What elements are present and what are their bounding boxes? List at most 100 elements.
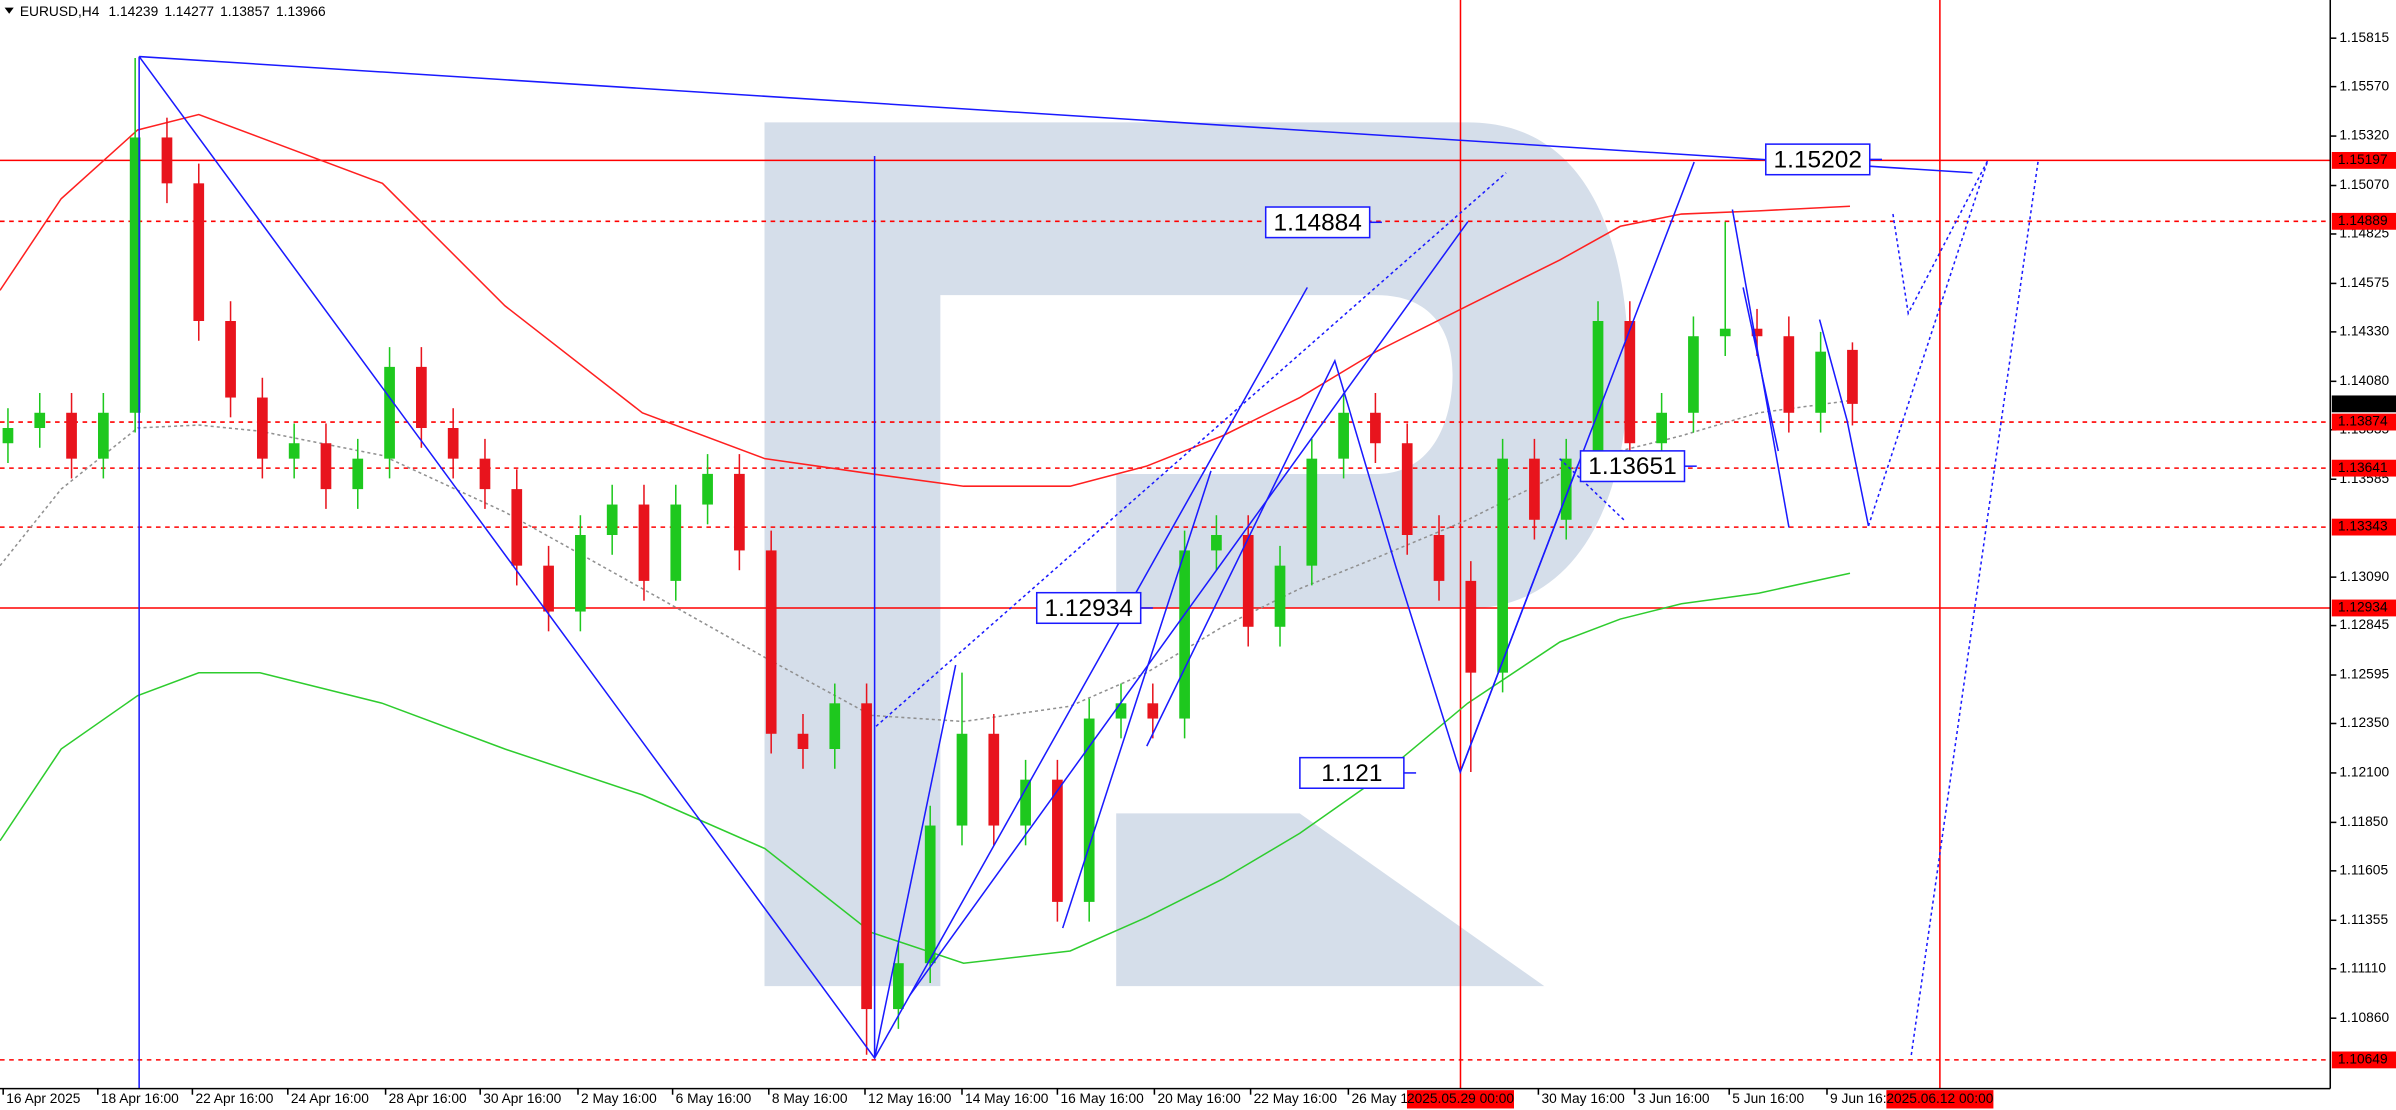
x-tick-label: 24 Apr 16:00 (291, 1091, 369, 1106)
candle-body (34, 412, 46, 429)
annotation-box (1264, 206, 1371, 239)
y-tick-label: 1.14330 (2339, 324, 2389, 339)
current-price-label: 1.13966 (2338, 396, 2388, 411)
level-label-box (2331, 1051, 2396, 1069)
x-tick-label: 30 May 16:00 (1541, 1091, 1625, 1106)
candle-body (320, 443, 332, 490)
moving-average (0, 399, 1851, 723)
candle-body (1083, 718, 1095, 902)
x-tick-label: 8 May 16:00 (772, 1091, 848, 1106)
channel-line (875, 172, 1507, 727)
annotation-label: 1.14884 (1273, 209, 1361, 236)
header-low: 1.13857 (220, 4, 270, 19)
annotation-label: 1.121 (1321, 760, 1382, 787)
moving-average (0, 113, 1851, 487)
candle-body (1147, 703, 1159, 719)
candle-body (1274, 565, 1286, 627)
candle-body (702, 473, 713, 505)
level-label: 1.10649 (2338, 1052, 2388, 1067)
candle-body (1242, 535, 1254, 627)
candle-body (1815, 351, 1826, 413)
candle-body (384, 366, 395, 459)
wave-line (1818, 319, 1870, 527)
vline-label-box (1406, 1090, 1514, 1109)
vline-label: 2025.05.29 00:00 (1407, 1091, 1514, 1106)
candle-body (1401, 443, 1413, 536)
level-label-box (2331, 459, 2396, 477)
candle-body (765, 550, 777, 734)
candle-body (988, 733, 1000, 826)
moving-average (0, 572, 1851, 965)
x-tick-label: 30 Apr 16:00 (483, 1091, 561, 1106)
x-tick-label: 3 Jun 16:00 (1638, 1091, 1710, 1106)
candle-body (638, 504, 650, 581)
forecast-line (1892, 160, 1989, 316)
candle-body (257, 397, 268, 459)
candle-body (543, 565, 554, 612)
x-tick-label: 14 May 16:00 (965, 1091, 1049, 1106)
candle-body (225, 321, 236, 398)
x-tick-label: 22 Apr 16:00 (195, 1091, 273, 1106)
candle-body (1020, 779, 1031, 826)
time-axis-panel (0, 1088, 2396, 1110)
candle-body (1529, 458, 1540, 520)
x-tick-label: 26 May 16 (1351, 1091, 1416, 1106)
candle-body (1560, 458, 1572, 520)
channel-line (1559, 458, 1625, 521)
x-tick-label: 5 Jun 16:00 (1732, 1091, 1804, 1106)
candle-body (734, 473, 745, 551)
candle-body (1433, 535, 1445, 581)
forecast-line (1867, 160, 1989, 527)
header-high: 1.14277 (164, 4, 214, 19)
level-label: 1.13874 (2338, 414, 2388, 429)
header-open: 1.14239 (109, 4, 159, 19)
candle-body (797, 733, 809, 750)
candle-body (575, 535, 586, 612)
candle-body (129, 137, 141, 413)
candle-body (861, 703, 872, 1010)
level-label-box (2331, 518, 2396, 536)
current-price-box (2331, 395, 2396, 413)
level-label: 1.13641 (2338, 460, 2388, 475)
watermark-bowl (764, 122, 1629, 987)
candle-body (352, 458, 364, 490)
candle-body (1211, 535, 1222, 551)
candle-body (288, 443, 300, 459)
x-tick-label: 22 May 16:00 (1254, 1091, 1338, 1106)
candle-body (1052, 779, 1063, 902)
y-tick-label: 1.15070 (2339, 177, 2389, 192)
x-tick-label: 18 Apr 16:00 (101, 1091, 179, 1106)
y-tick-label: 1.11110 (2339, 960, 2386, 975)
y-tick-label: 1.15320 (2339, 128, 2389, 143)
annotation-box (1765, 143, 1871, 176)
y-tick-label: 1.12595 (2339, 667, 2389, 682)
y-tick-label: 1.12100 (2339, 765, 2389, 780)
candle-body (1465, 580, 1477, 673)
level-label-box (2331, 413, 2396, 431)
header-text: EURUSD,H4 1.14239 1.14277 1.13857 1.13966 (20, 4, 326, 19)
candle-body (1370, 412, 1381, 444)
candle-body (1592, 321, 1604, 459)
x-tick-label: 20 May 16:00 (1157, 1091, 1241, 1106)
candle-body (924, 825, 936, 964)
y-tick-label: 1.14575 (2339, 275, 2389, 290)
x-tick-label: 16 May 16:00 (1060, 1091, 1144, 1106)
x-tick-label: 9 Jun 16:0 (1830, 1091, 1895, 1106)
candle-body (511, 489, 523, 566)
candle-body (1115, 703, 1127, 719)
level-label: 1.15197 (2338, 152, 2388, 167)
annotation-label: 1.12934 (1045, 595, 1133, 622)
candle-body (98, 412, 109, 459)
candle-body (606, 504, 618, 536)
annotations: 1.15202 1.14884 1.13651 1.12934 1.121 (1035, 143, 1882, 789)
candle-body (1656, 412, 1667, 444)
x-tick-label: 16 Apr 2025 (6, 1091, 81, 1106)
candle-body (893, 963, 904, 1010)
candle-body (1306, 458, 1318, 566)
x-tick-label: 2 May 16:00 (581, 1091, 657, 1106)
y-tick-label: 1.12845 (2339, 617, 2389, 632)
y-tick-label: 1.10860 (2339, 1010, 2389, 1025)
candle-body (670, 504, 682, 581)
